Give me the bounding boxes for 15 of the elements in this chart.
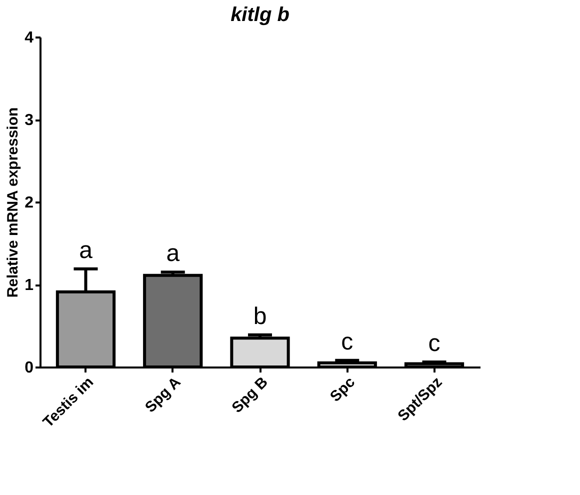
annotation: a <box>79 236 94 264</box>
y-tick-label: 3 <box>24 112 34 129</box>
x-tick-label: Spc <box>326 374 358 406</box>
y-tick-label: 0 <box>24 360 34 376</box>
annotation: c <box>341 328 354 356</box>
y-tick-label: 1 <box>24 277 34 294</box>
x-tick-label: Spg B <box>228 374 272 416</box>
annotation: a <box>166 240 180 268</box>
y-tick-label: 4 <box>24 30 34 46</box>
chart-title: kitlg b <box>230 4 290 26</box>
x-tick-label: Spg A <box>142 374 184 416</box>
y-axis-title: Relative mRNA expression <box>4 107 22 298</box>
y-tick-label: 2 <box>24 194 34 212</box>
annotation: c <box>428 330 440 358</box>
annotation: b <box>253 302 267 330</box>
